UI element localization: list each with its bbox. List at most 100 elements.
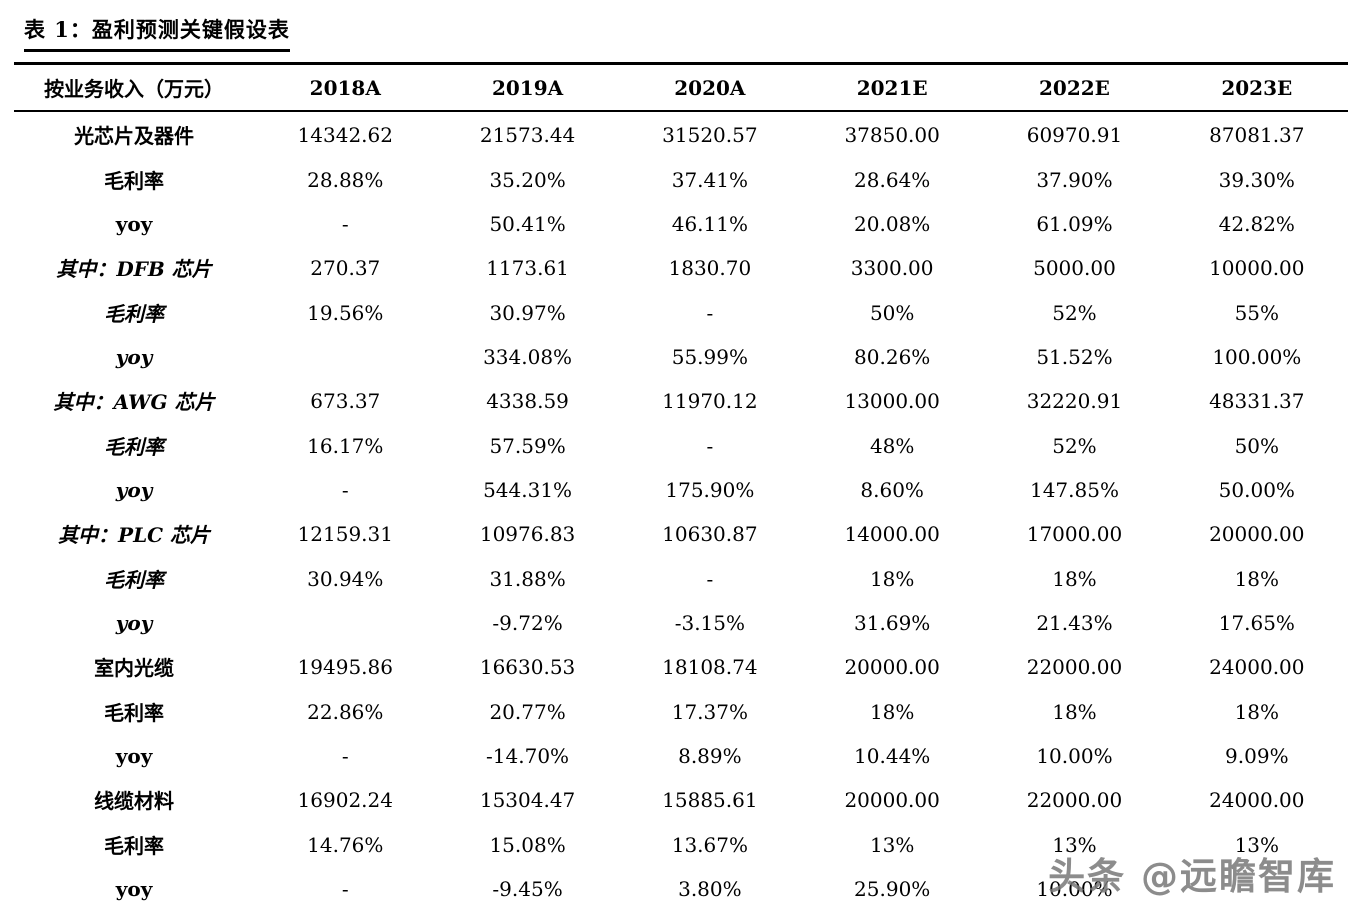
data-cell: 1173.61 xyxy=(486,255,569,280)
data-cell: 20.77% xyxy=(489,699,566,724)
data-cell: 24000.00 xyxy=(1209,654,1305,679)
row-label: yoy xyxy=(115,344,153,369)
header-cell-year: 2023E xyxy=(1221,75,1293,100)
table-row: yoy - -9.45% 3.80% 25.90% 10.00% xyxy=(14,867,1348,910)
title-wrap: 表 1：盈利预测关键假设表 xyxy=(0,0,1362,52)
data-cell: - xyxy=(706,433,714,458)
data-cell: 30.94% xyxy=(307,566,384,591)
data-cell: 55.99% xyxy=(671,344,748,369)
table-row: yoy - 50.41% 46.11% 20.08% 61.09% 42.82% xyxy=(14,202,1348,245)
data-cell: 10630.87 xyxy=(662,521,758,546)
data-cell: -9.72% xyxy=(492,610,563,635)
data-cell: 16.17% xyxy=(307,433,384,458)
data-cell: 37.41% xyxy=(671,167,748,192)
row-label: 毛利率 xyxy=(104,834,165,858)
row-label: 室内光缆 xyxy=(94,656,175,680)
data-cell: 1830.70 xyxy=(668,255,752,280)
table-row: 室内光缆 19495.86 16630.53 18108.74 20000.00 2200… xyxy=(14,644,1348,689)
data-cell: 55% xyxy=(1234,300,1280,325)
data-cell: 21.43% xyxy=(1036,610,1113,635)
table-row: 线缆材料 16902.24 15304.47 15885.61 20000.00 2200… xyxy=(14,777,1348,822)
row-label: 毛利率 xyxy=(104,169,165,193)
data-cell: 3300.00 xyxy=(850,255,934,280)
data-cell: 37850.00 xyxy=(844,122,940,147)
header-cell-year: 2021E xyxy=(856,75,928,100)
table-row: 毛利率 22.86% 20.77% 17.37% 18% 18% 18% xyxy=(14,689,1348,734)
data-cell: 10976.83 xyxy=(479,521,576,546)
data-cell: 18108.74 xyxy=(662,654,758,679)
row-label: 线缆材料 xyxy=(94,789,175,813)
table-head: 按业务收入（万元） 2018A 2019A 2020A 2021E 2022E 2023E xyxy=(14,63,1348,111)
data-cell: 14000.00 xyxy=(844,521,940,546)
table-row: 其中：PLC 芯片 12159.31 10976.83 10630.87 14000.0… xyxy=(14,511,1348,556)
data-cell: 15885.61 xyxy=(662,787,758,812)
data-cell: 544.31% xyxy=(483,477,573,502)
data-cell: - xyxy=(341,876,349,901)
data-cell: 16630.53 xyxy=(479,654,576,679)
data-cell: 147.85% xyxy=(1029,477,1119,502)
data-cell: 80.26% xyxy=(854,344,931,369)
data-cell: 42.82% xyxy=(1218,211,1295,236)
data-cell: 13% xyxy=(869,832,915,857)
data-cell: 51.52% xyxy=(1036,344,1113,369)
table-row: yoy - -14.70% 8.89% 10.44% 10.00% 9.09% xyxy=(14,734,1348,777)
data-cell: 20000.00 xyxy=(844,787,940,812)
data-cell: - xyxy=(706,300,714,325)
data-cell: - xyxy=(341,211,349,236)
data-cell: 31.88% xyxy=(489,566,566,591)
table-body: 光芯片及器件 14342.62 21573.44 31520.57 37850.00 60… xyxy=(14,111,1348,910)
row-label: 其中：PLC 芯片 xyxy=(58,523,211,547)
data-cell: 28.64% xyxy=(854,167,931,192)
row-label: yoy xyxy=(115,477,153,502)
table-row: 其中：DFB 芯片 270.37 1173.61 1830.70 3300.00 5000… xyxy=(14,245,1348,290)
data-cell: 57.59% xyxy=(489,433,566,458)
data-cell: 17.37% xyxy=(671,699,748,724)
data-cell: 46.11% xyxy=(671,211,748,236)
header-cell-year: 2020A xyxy=(674,75,746,100)
data-cell: 13.67% xyxy=(671,832,748,857)
data-cell: 52% xyxy=(1052,300,1097,325)
table-row: 毛利率 28.88% 35.20% 37.41% 28.64% 37.90% 39.30% xyxy=(14,157,1348,202)
data-cell: 10.00% xyxy=(1036,743,1113,768)
data-cell: 18% xyxy=(1234,566,1280,591)
data-cell: 673.37 xyxy=(310,388,381,413)
data-cell: 32220.91 xyxy=(1026,388,1123,413)
data-cell: -3.15% xyxy=(674,610,746,635)
data-cell: - xyxy=(341,477,349,502)
data-cell: 87081.37 xyxy=(1209,122,1305,147)
header-cell-year: 2018A xyxy=(309,75,381,100)
page-title: 表 1：盈利预测关键假设表 xyxy=(24,14,290,52)
data-cell: 14342.62 xyxy=(297,122,393,147)
data-cell: - xyxy=(706,566,714,591)
data-cell: 50% xyxy=(1234,433,1280,458)
data-cell: 17000.00 xyxy=(1026,521,1123,546)
table-row: 毛利率 16.17% 57.59% - 48% 52% 50% xyxy=(14,423,1348,468)
data-cell: 15304.47 xyxy=(479,787,576,812)
table-row: 毛利率 14.76% 15.08% 13.67% 13% 13% 13% xyxy=(14,822,1348,867)
data-cell: 4338.59 xyxy=(486,388,569,413)
table-row: yoy 334.08% 55.99% 80.26% 51.52% 100.00% xyxy=(14,335,1348,378)
data-cell: 18% xyxy=(1052,566,1097,591)
data-cell: 61.09% xyxy=(1036,211,1113,236)
data-cell: 20.08% xyxy=(854,211,931,236)
data-cell: 175.90% xyxy=(665,477,755,502)
data-cell: 5000.00 xyxy=(1033,255,1116,280)
data-cell: 13000.00 xyxy=(844,388,940,413)
data-cell: 35.20% xyxy=(489,167,566,192)
row-label: yoy xyxy=(115,876,153,901)
data-cell: 270.37 xyxy=(310,255,381,280)
row-label: 毛利率 xyxy=(104,435,165,459)
data-cell: 19495.86 xyxy=(297,654,393,679)
data-cell: 14.76% xyxy=(307,832,384,857)
table-row: 毛利率 19.56% 30.97% - 50% 52% 55% xyxy=(14,290,1348,335)
table-row: 毛利率 30.94% 31.88% - 18% 18% 18% xyxy=(14,556,1348,601)
data-cell: 50% xyxy=(869,300,915,325)
data-cell: 48% xyxy=(869,433,915,458)
data-cell: 19.56% xyxy=(307,300,384,325)
data-cell: 20000.00 xyxy=(844,654,940,679)
row-label: 毛利率 xyxy=(104,701,165,725)
data-cell: 18% xyxy=(869,566,915,591)
table-row: 其中：AWG 芯片 673.37 4338.59 11970.12 13000.00 32… xyxy=(14,378,1348,423)
data-cell: 334.08% xyxy=(483,344,573,369)
